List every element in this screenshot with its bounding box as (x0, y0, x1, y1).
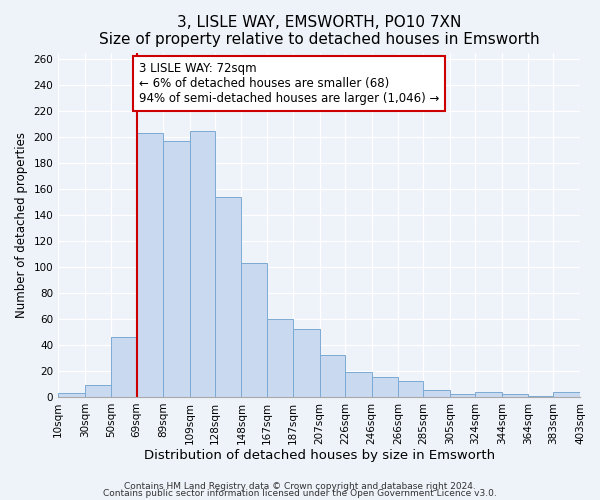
Bar (345, 372, 371, 397)
X-axis label: Distribution of detached houses by size in Emsworth: Distribution of detached houses by size … (143, 450, 494, 462)
Bar (215, 197, 241, 397)
Text: Contains public sector information licensed under the Open Government Licence v3: Contains public sector information licen… (103, 490, 497, 498)
Title: 3, LISLE WAY, EMSWORTH, PO10 7XN
Size of property relative to detached houses in: 3, LISLE WAY, EMSWORTH, PO10 7XN Size of… (99, 15, 539, 48)
Bar (293, 330, 320, 397)
Bar (137, 134, 163, 397)
Bar (320, 356, 345, 397)
Bar (424, 390, 450, 397)
Bar (502, 394, 528, 397)
Bar (398, 382, 424, 397)
Bar (58, 393, 85, 397)
Bar (190, 130, 215, 397)
Bar (85, 386, 111, 397)
Bar (163, 141, 190, 397)
Bar (241, 263, 266, 397)
Bar (266, 319, 293, 397)
Text: 3 LISLE WAY: 72sqm
← 6% of detached houses are smaller (68)
94% of semi-detached: 3 LISLE WAY: 72sqm ← 6% of detached hous… (139, 62, 440, 105)
Bar (528, 396, 553, 397)
Text: Contains HM Land Registry data © Crown copyright and database right 2024.: Contains HM Land Registry data © Crown c… (124, 482, 476, 491)
Bar (450, 394, 475, 397)
Bar (111, 337, 137, 397)
Bar (371, 378, 398, 397)
Bar (553, 392, 580, 397)
Bar (475, 392, 502, 397)
Y-axis label: Number of detached properties: Number of detached properties (15, 132, 28, 318)
